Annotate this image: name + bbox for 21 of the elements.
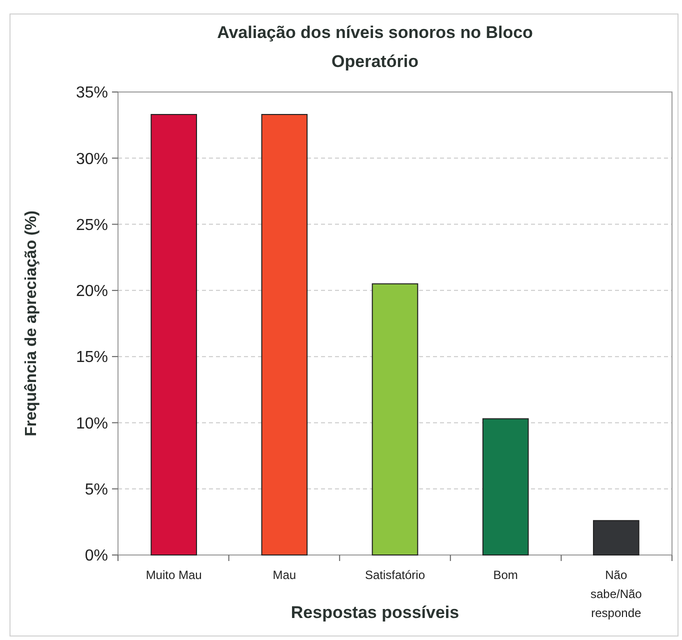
y-tick-label: 30%: [76, 150, 108, 168]
y-tick-label: 5%: [84, 481, 108, 498]
y-tick-label: 0%: [84, 548, 108, 565]
y-tick-label: 35%: [76, 84, 108, 102]
y-tick-label: 15%: [76, 349, 108, 366]
y-tick-label: 20%: [76, 283, 108, 300]
y-tick-label: 25%: [76, 216, 108, 234]
x-tick-label: Não sabe/Não responde: [590, 568, 642, 620]
bar: [592, 520, 640, 556]
x-tick-label: Satisfatório: [364, 568, 426, 582]
bar: [482, 418, 529, 556]
bar: [150, 114, 198, 556]
y-tick-label: 10%: [76, 415, 108, 432]
x-tick-label: Mau: [272, 568, 296, 582]
chart-title: Avaliação dos níveis sonoros no Bloco Operatório: [217, 23, 533, 71]
bar: [372, 283, 418, 556]
x-tick-label: Bom: [493, 568, 518, 582]
x-axis-title: Respostas possíveis: [290, 603, 460, 622]
bar: [261, 114, 308, 556]
y-axis-title: Frequência de apreciação (%): [23, 210, 40, 436]
x-tick-label: Muito Mau: [146, 568, 202, 582]
